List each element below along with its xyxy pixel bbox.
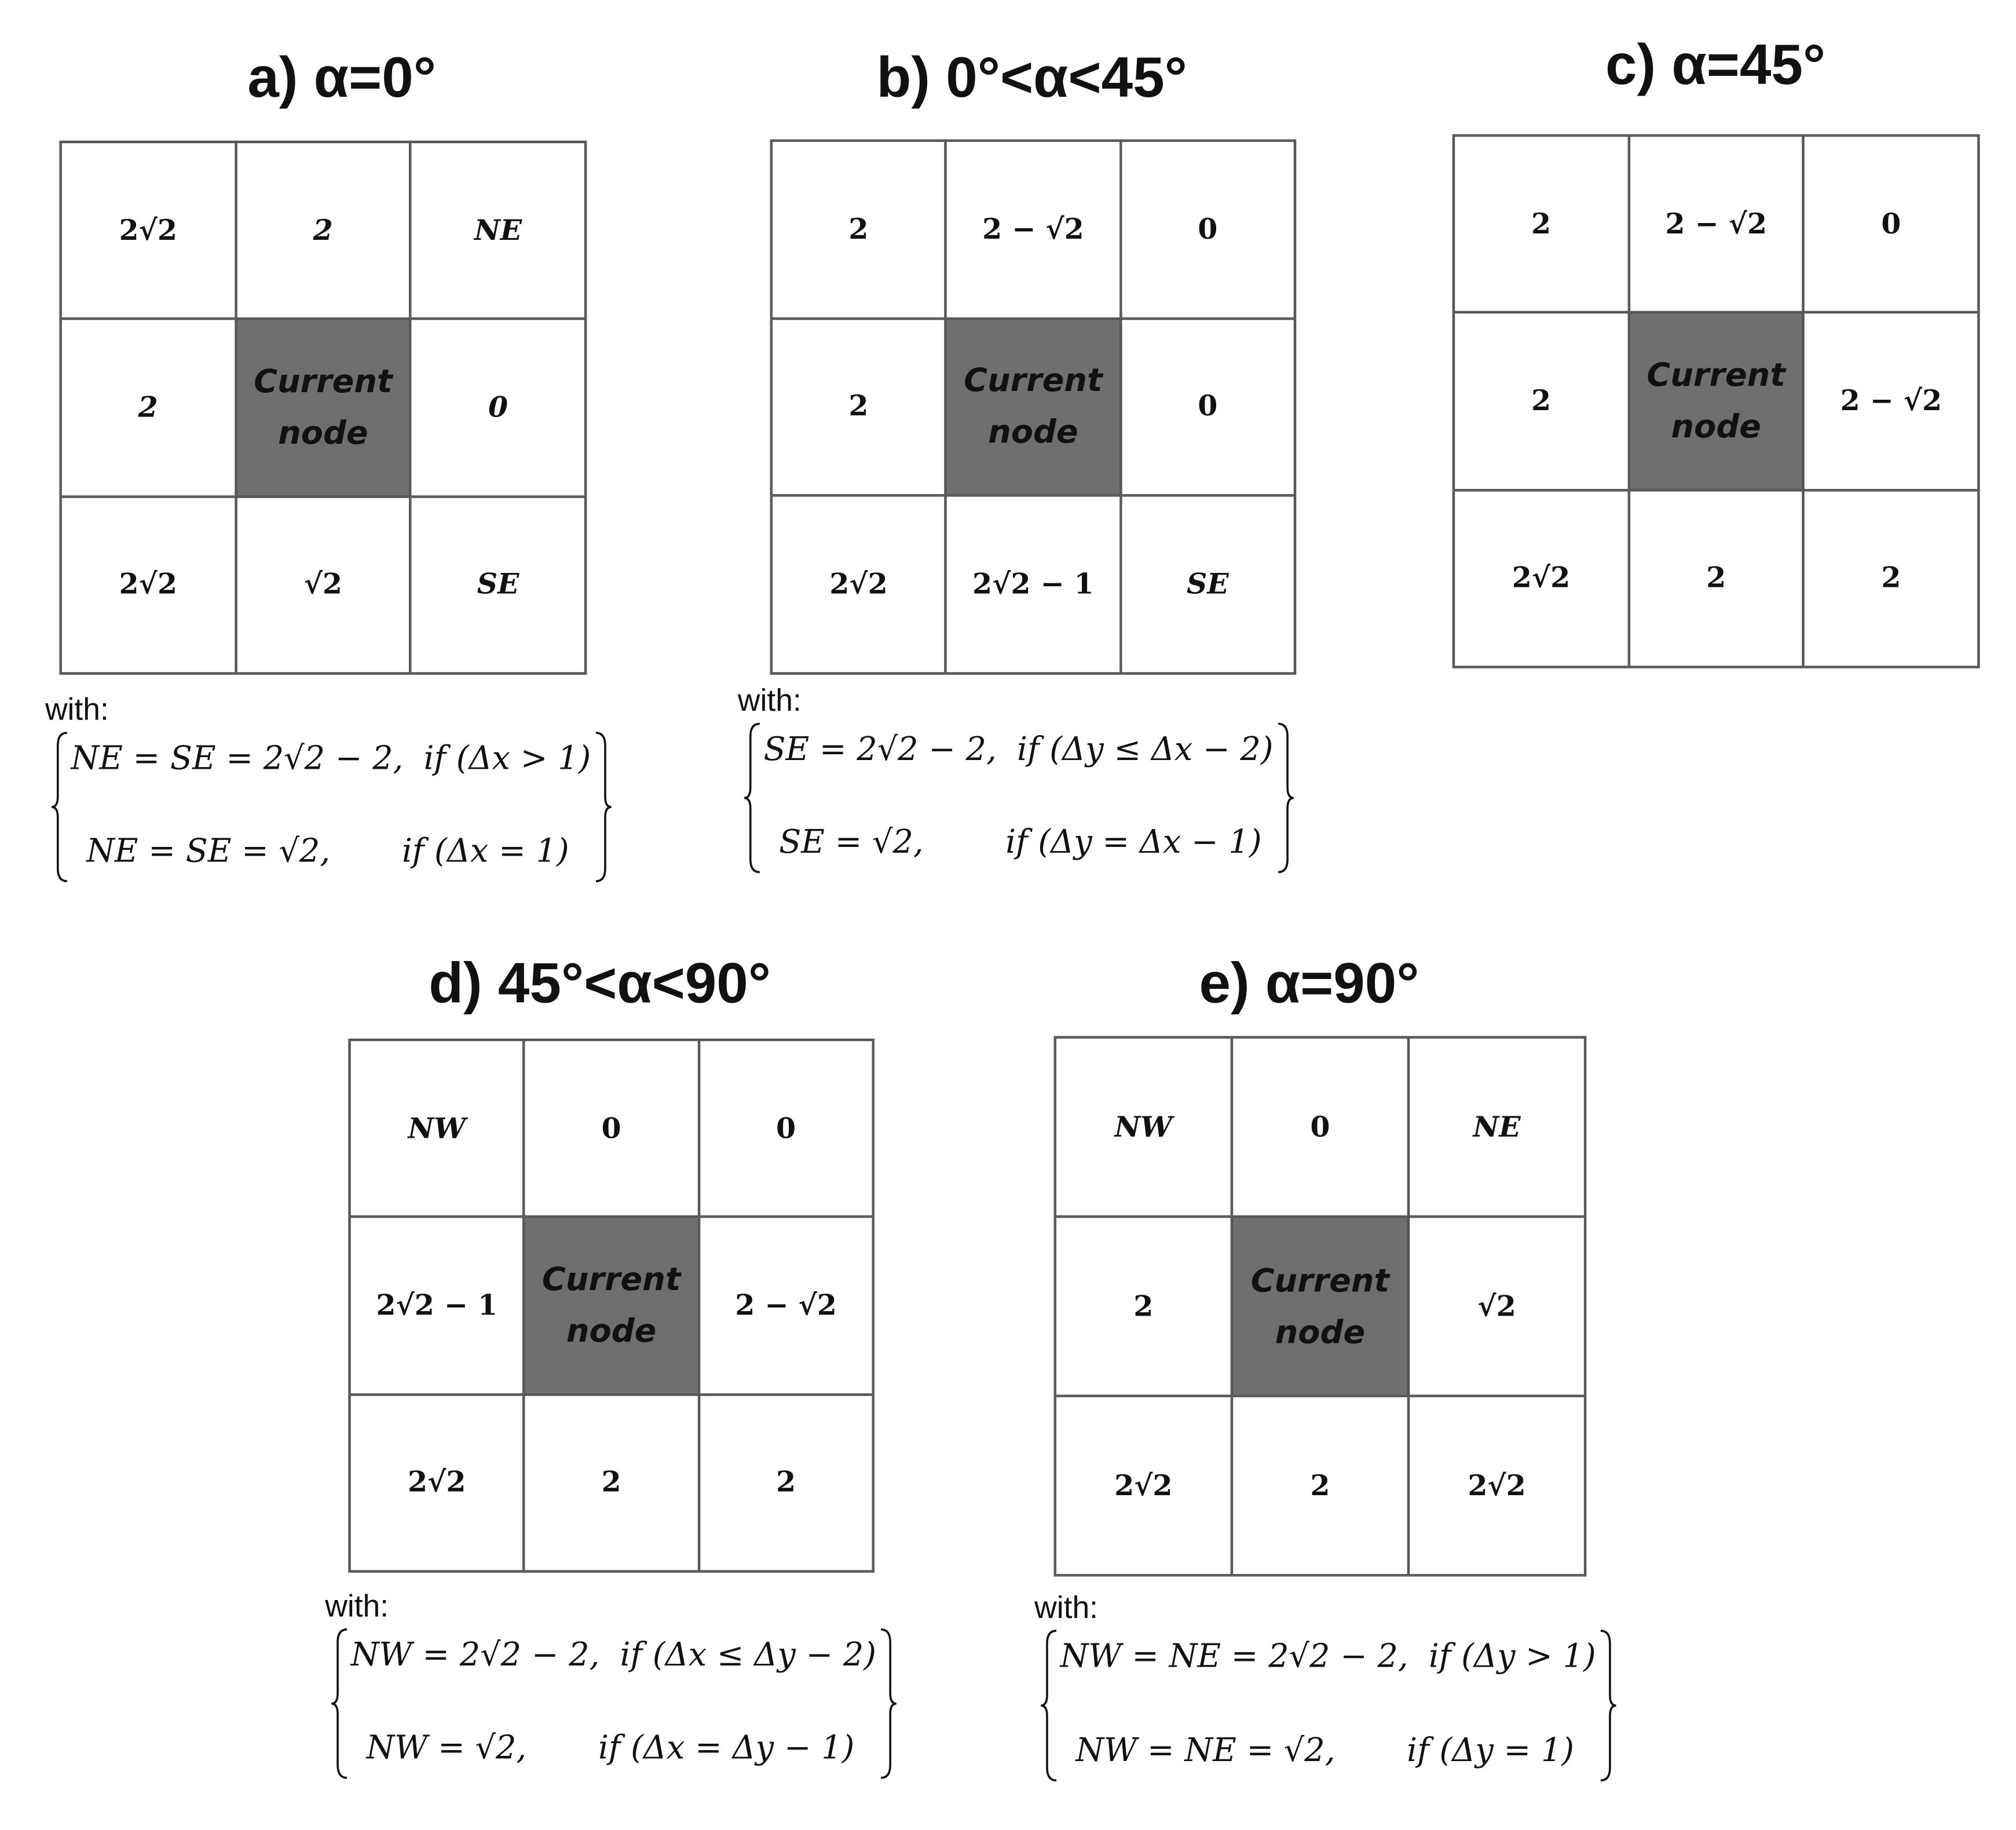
grid-cell: 2 − √2 [698, 1217, 873, 1394]
formula-line-a: NE = SE = 2√2 − 2, if (Δx > 1) [71, 739, 591, 777]
grid-cell: √2 [1408, 1217, 1586, 1396]
grid-cell: 2√2 [1055, 1396, 1232, 1576]
formula-line-d: NW = 2√2 − 2, if (Δx ≤ Δy − 2) [350, 1635, 877, 1674]
grid-cell: 2 [60, 319, 236, 496]
grid-cell: 2√2 [349, 1394, 524, 1572]
grid-cell: 2√2 [771, 495, 946, 674]
grid-cell: 2 [235, 141, 411, 319]
grid-cell: 2 [1629, 490, 1804, 667]
grid-cell: 2 [1231, 1396, 1408, 1576]
grid-cell: 2 [1803, 490, 1979, 667]
grid-cell: 2 − √2 [1629, 135, 1804, 313]
panel-title-b: b) 0°<α<45° [876, 46, 1187, 110]
panel-title-a: a) α=0° [247, 46, 436, 110]
with-label-e: with: [1034, 1591, 1099, 1626]
grid-cell: 0 [1120, 318, 1295, 496]
grid-cell: 2√2 [1408, 1396, 1586, 1576]
grid-cell: 0 [1120, 140, 1295, 319]
formula-line-e: NW = NE = 2√2 − 2, if (Δy > 1) [1060, 1637, 1596, 1675]
grid-cell: SE [1120, 495, 1295, 674]
grid-cell: 2 [771, 318, 946, 496]
current-node-cell: Current node [524, 1217, 699, 1394]
formula-line-e: NW = NE = √2, if (Δy = 1) [1075, 1731, 1575, 1769]
left-brace-d [331, 1628, 347, 1779]
grid-cell: 2 [771, 140, 946, 319]
grid-cell: 0 [698, 1040, 873, 1217]
grid-cell: 0 [1803, 135, 1979, 313]
grid-cell: 0 [524, 1040, 699, 1217]
grid-cell: SE [410, 496, 586, 674]
grid-cell: 2 [524, 1394, 699, 1572]
with-label-b: with: [737, 684, 802, 719]
grid-cell: 2 [698, 1394, 873, 1572]
formula-line-d: NW = √2, if (Δx = Δy − 1) [366, 1729, 855, 1766]
formula-line-b: SE = √2, if (Δy = Δx − 1) [779, 823, 1262, 861]
current-node-cell: Current node [1629, 312, 1804, 490]
grid-cell: 0 [1231, 1037, 1408, 1217]
grid-cell: 2 [1453, 312, 1629, 490]
grid-cell: 2√2 − 1 [349, 1217, 524, 1394]
panel-title-d: d) 45°<α<90° [429, 952, 771, 1016]
grid-cell: 0 [410, 319, 586, 496]
grid-e: NW 0 NE 2 Current node √2 2√2 2 2√2 [1053, 1036, 1587, 1577]
grid-cell: 2 − √2 [946, 140, 1121, 319]
grid-cell: 2√2 [60, 141, 236, 319]
grid-cell: NW [1055, 1037, 1232, 1217]
grid-a: 2√2 2 NE 2 Current node 0 2√2 √2 SE [59, 140, 587, 675]
panel-title-e: e) α=90° [1199, 952, 1419, 1016]
panel-title-c: c) α=45° [1605, 33, 1826, 97]
right-brace-d [880, 1628, 897, 1779]
formula-line-a: NE = SE = √2, if (Δx = 1) [86, 832, 569, 870]
with-label-a: with: [45, 692, 109, 728]
grid-cell: 2√2 − 1 [946, 495, 1121, 674]
grid-cell: 2 [1055, 1217, 1232, 1396]
grid-cell: 2√2 [1453, 490, 1629, 667]
grid-cell: NE [1408, 1037, 1586, 1217]
grid-cell: NW [349, 1040, 524, 1217]
current-node-cell: Current node [946, 318, 1121, 496]
grid-d: NW 0 0 2√2 − 1 Current node 2 − √2 2√2 2 2 [348, 1038, 875, 1573]
grid-cell: √2 [235, 496, 411, 674]
grid-cell: NE [410, 141, 586, 319]
left-brace-e [1041, 1630, 1057, 1782]
right-brace-a [595, 732, 612, 882]
right-brace-b [1278, 722, 1294, 874]
with-label-d: with: [325, 1589, 389, 1624]
current-node-cell: Current node [235, 319, 411, 496]
left-brace-a [51, 732, 67, 882]
grid-cell: 2 [1453, 135, 1629, 313]
right-brace-e [1600, 1630, 1616, 1782]
left-brace-b [744, 722, 760, 874]
current-node-cell: Current node [1231, 1217, 1408, 1396]
grid-cell: 2 − √2 [1803, 312, 1979, 490]
grid-cell: 2√2 [60, 496, 236, 674]
formula-line-b: SE = 2√2 − 2, if (Δy ≤ Δx − 2) [763, 730, 1274, 768]
